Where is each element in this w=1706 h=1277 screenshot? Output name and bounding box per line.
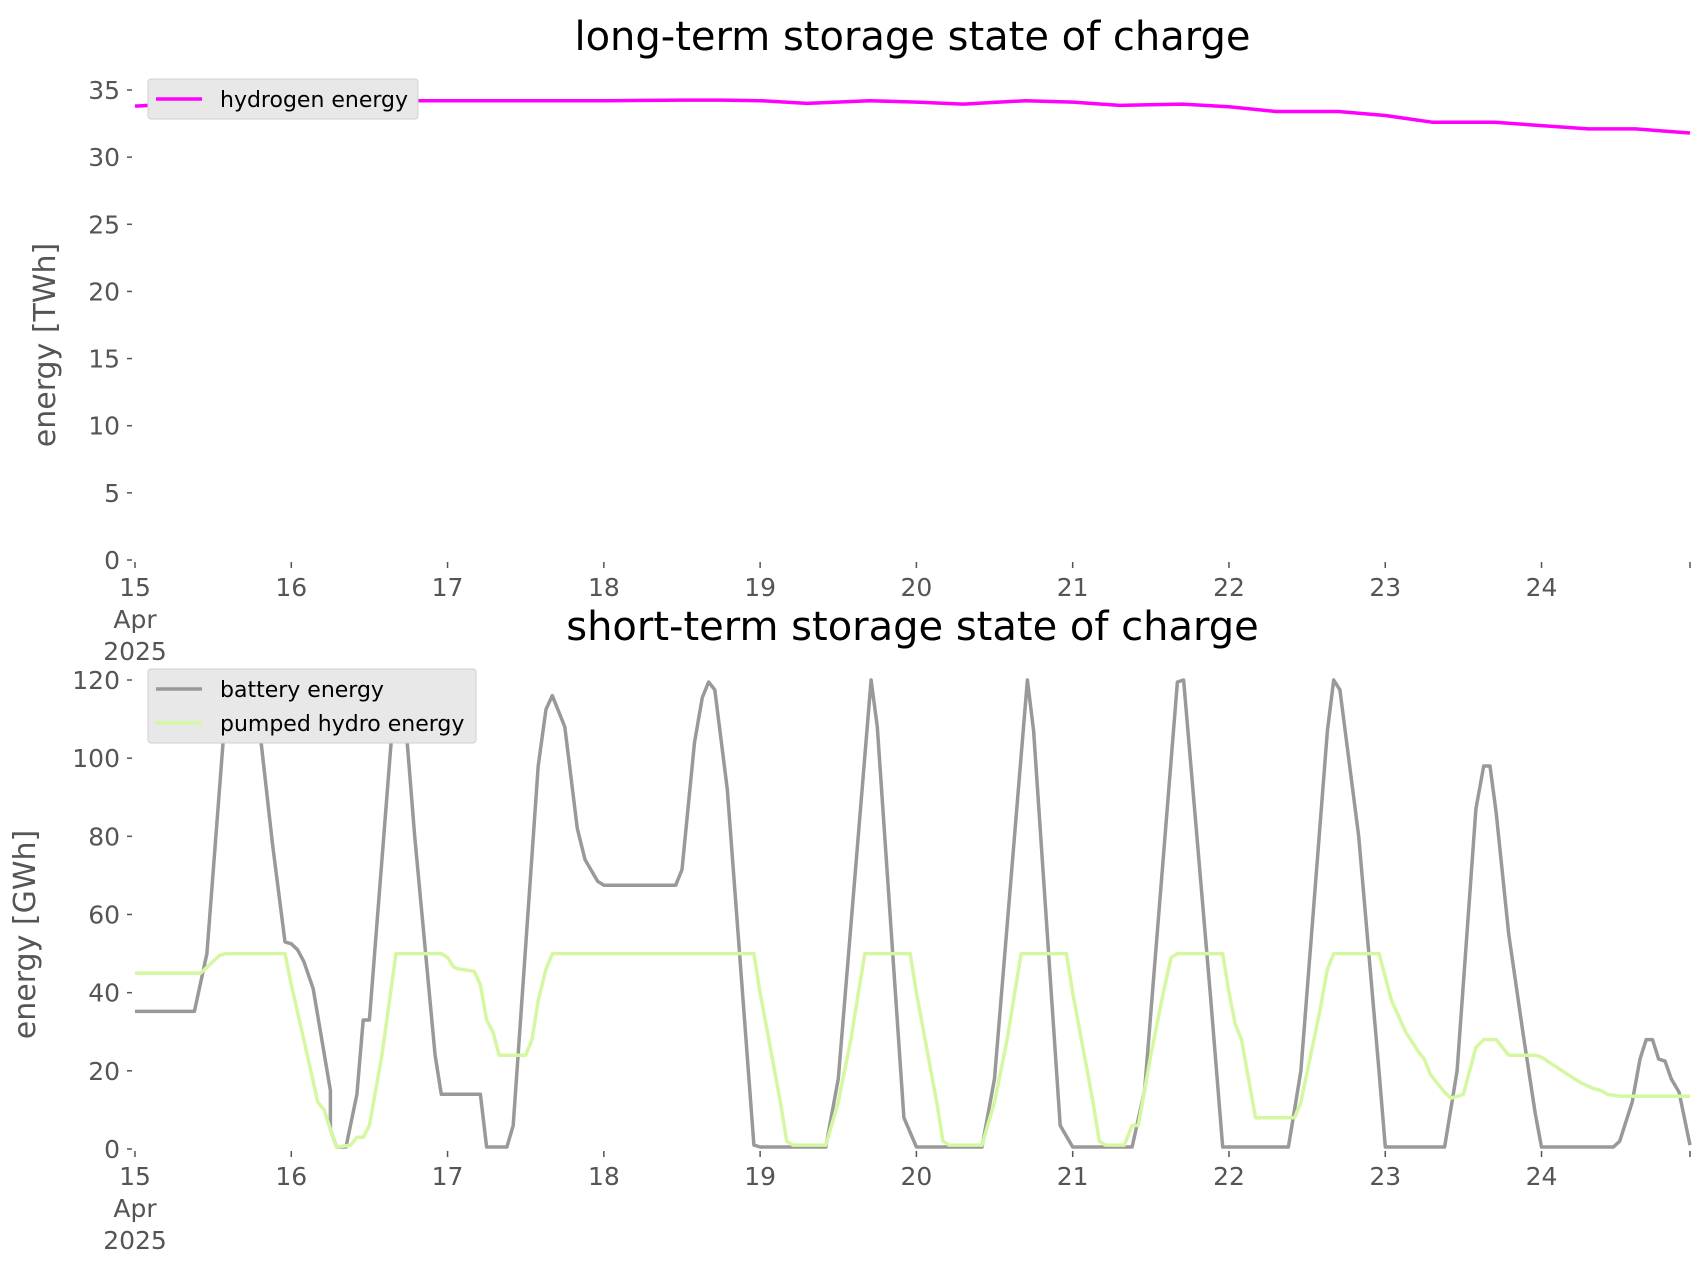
y-tick-label: 100 (72, 744, 120, 773)
y-tick-label: 40 (88, 979, 120, 1008)
y-tick-label: 10 (88, 412, 120, 441)
x-tick-label: 21 (1057, 1162, 1089, 1191)
legend-entry: battery energy (220, 678, 384, 703)
series-line-battery-energy (135, 678, 1692, 1149)
y-tick-label: 30 (88, 143, 120, 172)
x-tick-label: 23 (1369, 573, 1401, 602)
series-line-hydrogen-energy (134, 98, 1691, 135)
x-tick-label: 23 (1369, 1162, 1401, 1191)
y-tick-label: 80 (88, 822, 120, 851)
legend: hydrogen energy (147, 78, 419, 120)
x-tick-label: 18 (588, 573, 620, 602)
y-tick-label: 35 (88, 76, 120, 105)
x-tick-sublabel: 2025 (103, 637, 167, 666)
y-tick-label: 60 (88, 901, 120, 930)
y-tick-label: 15 (88, 345, 120, 374)
x-tick-label: 17 (432, 1162, 464, 1191)
x-tick-sublabel: Apr (113, 1194, 157, 1223)
legend: battery energy pumped hydro energy (147, 668, 477, 744)
y-axis-label: energy [TWh] (28, 243, 63, 447)
x-tick-label: 19 (744, 1162, 776, 1191)
series-line-pumped-hydro-energy (135, 951, 1690, 1149)
y-tick-label: 0 (104, 1135, 120, 1164)
x-tick-sublabel: Apr (113, 605, 157, 634)
legend-entry: pumped hydro energy (220, 712, 464, 737)
y-tick-label: 120 (72, 666, 120, 695)
chart-2: short-term storage state of charge energy… (8, 604, 1692, 1255)
y-tick-label: 20 (88, 277, 120, 306)
y-axis-label: energy [GWh] (8, 830, 43, 1039)
legend-box (147, 668, 477, 744)
x-tick-label: 24 (1526, 1162, 1558, 1191)
x-tick-label: 15 (119, 573, 151, 602)
x-tick-label: 20 (901, 573, 933, 602)
x-tick-label: 20 (901, 1162, 933, 1191)
y-tick-label: 20 (88, 1057, 120, 1086)
x-tick-label: 24 (1526, 573, 1558, 602)
y-tick-label: 5 (104, 479, 120, 508)
x-tick-label: 21 (1057, 573, 1089, 602)
x-tick-label: 22 (1213, 573, 1245, 602)
chart-title: long-term storage state of charge (574, 14, 1250, 60)
y-tick-label: 0 (104, 546, 120, 575)
x-tick-label: 22 (1213, 1162, 1245, 1191)
x-tick-label: 15 (119, 1162, 151, 1191)
chart-1: long-term storage state of charge energy … (28, 14, 1691, 666)
y-tick-label: 25 (88, 210, 120, 239)
x-tick-label: 16 (275, 573, 307, 602)
x-tick-label: 16 (275, 1162, 307, 1191)
x-tick-label: 18 (588, 1162, 620, 1191)
x-tick-label: 17 (432, 573, 464, 602)
x-tick-label: 19 (744, 573, 776, 602)
legend-box (147, 78, 419, 120)
chart-title: short-term storage state of charge (566, 604, 1259, 650)
x-tick-sublabel: 2025 (103, 1226, 167, 1255)
legend-entry: hydrogen energy (220, 88, 408, 113)
